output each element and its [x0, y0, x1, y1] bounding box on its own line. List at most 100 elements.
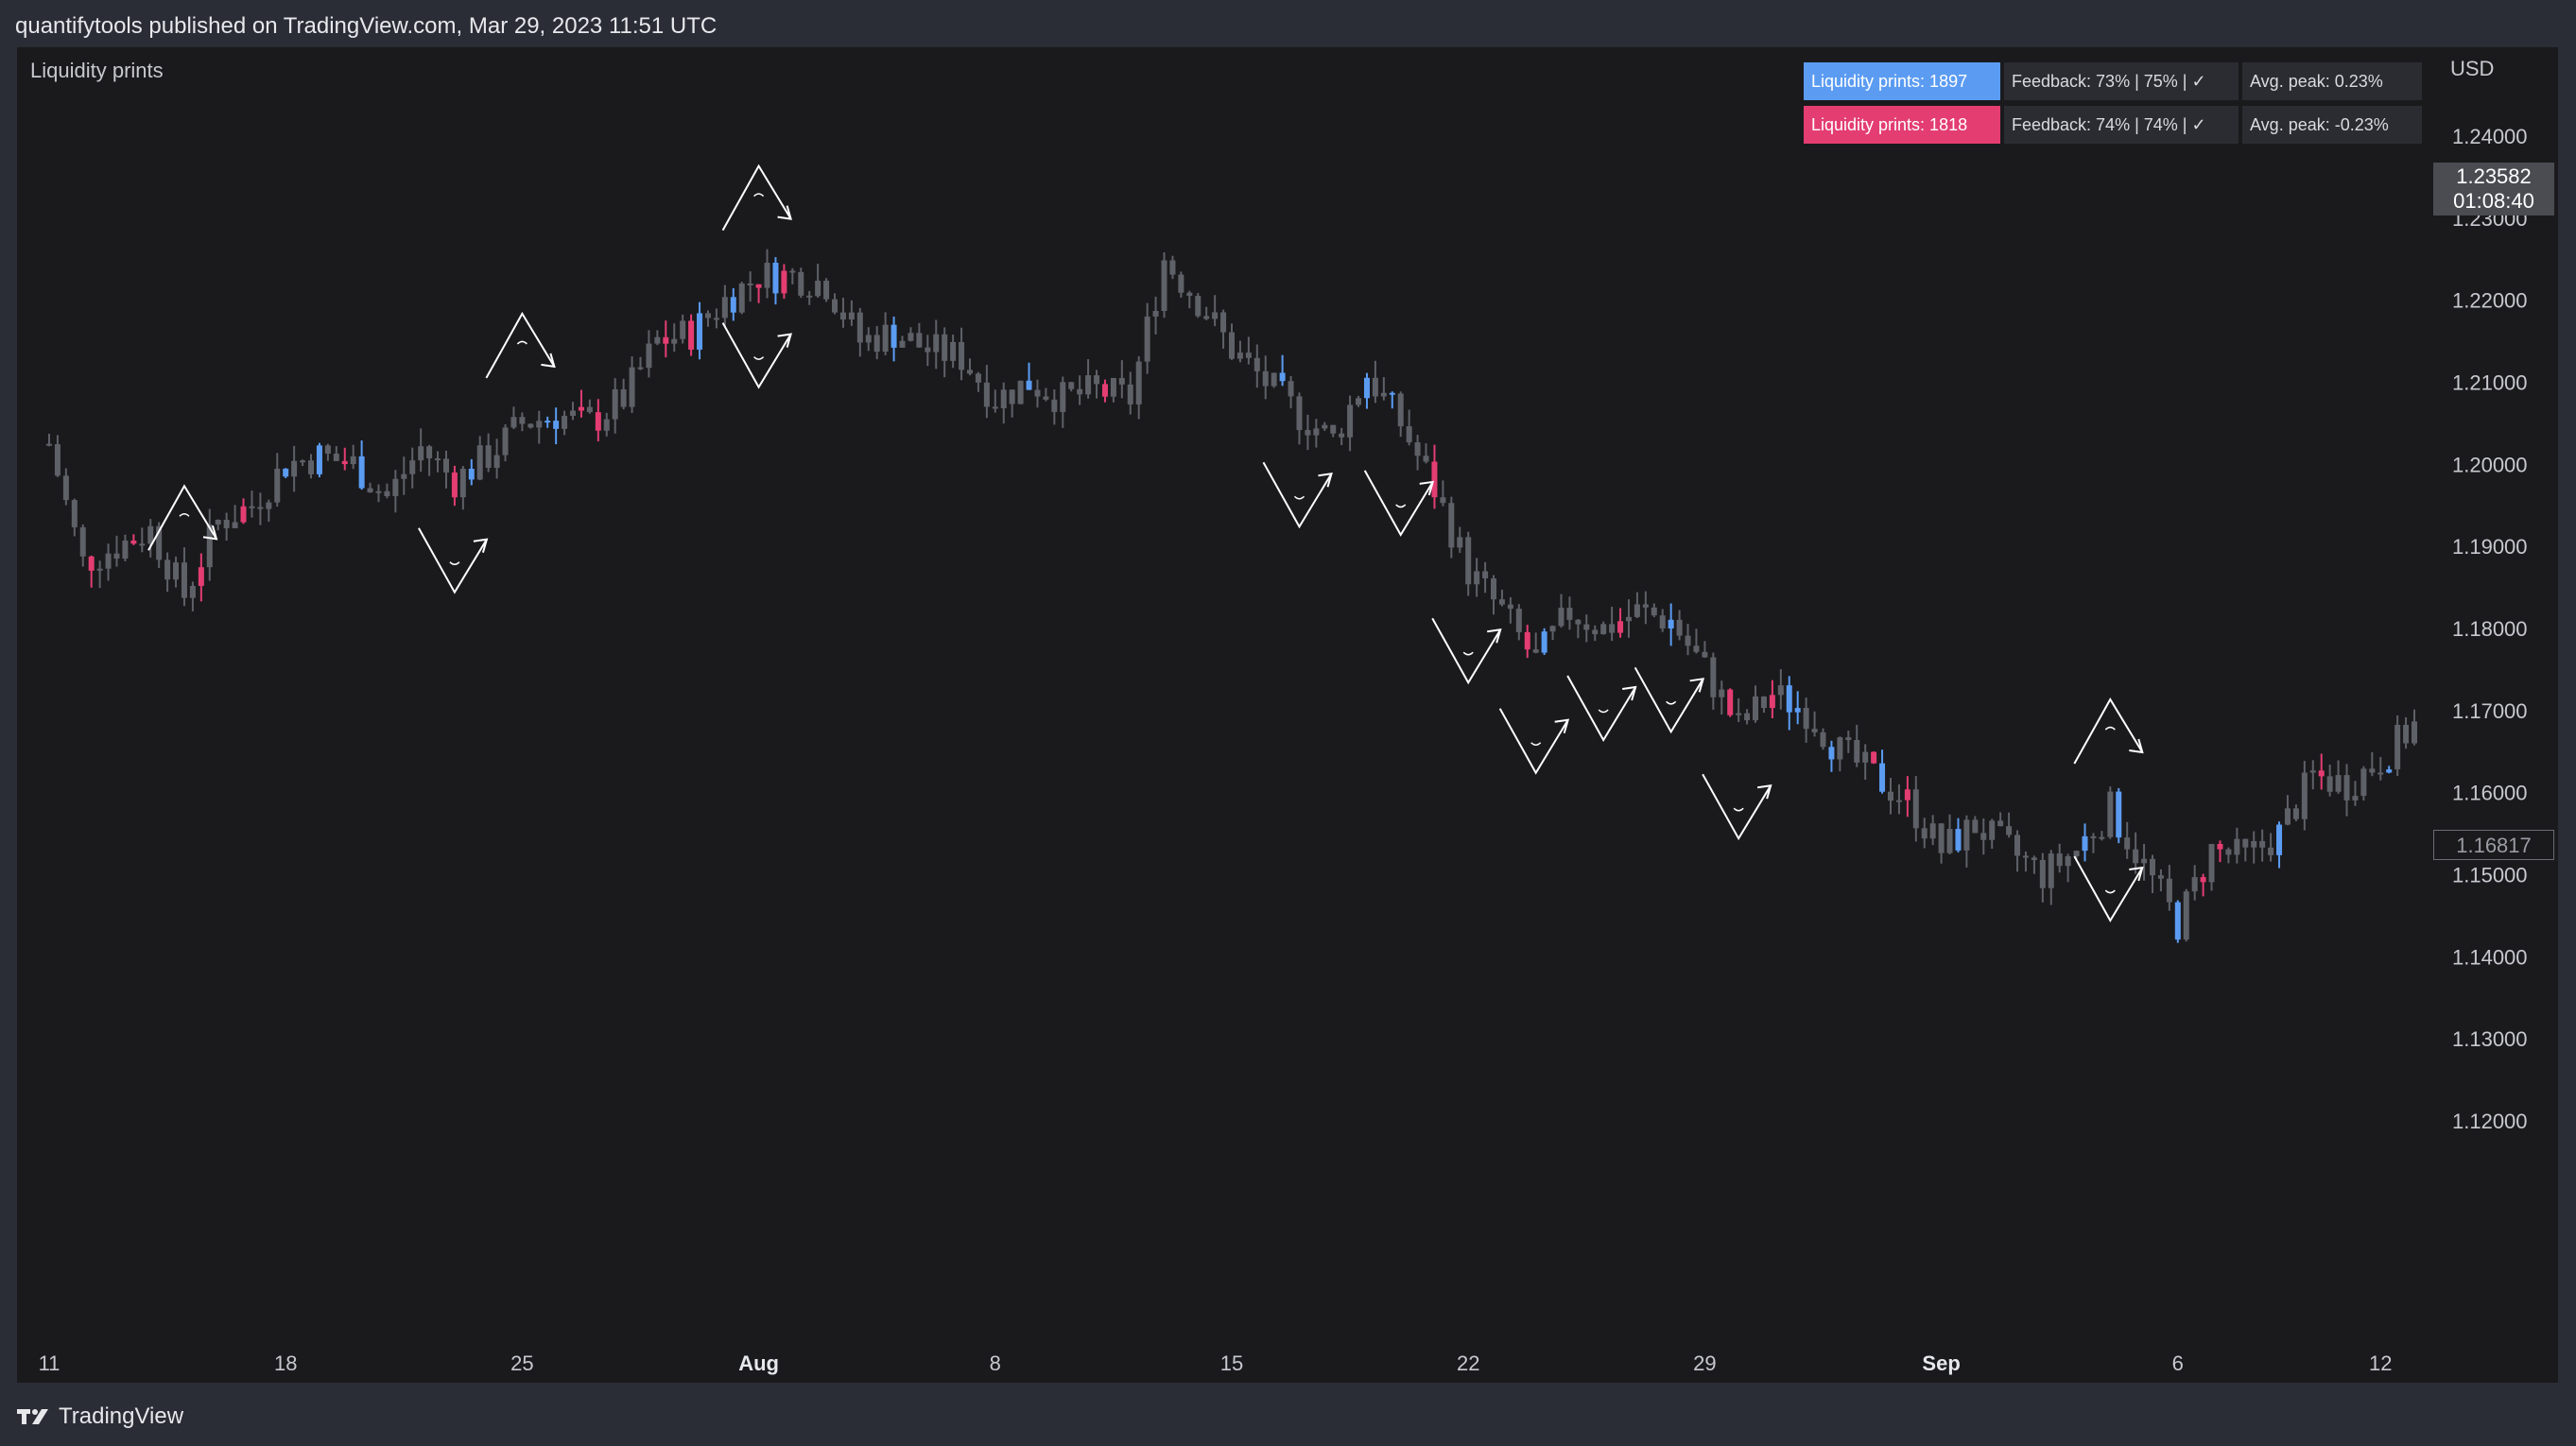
- candle-body: [2090, 835, 2097, 838]
- candle-body: [1583, 624, 1590, 630]
- candle-body: [730, 297, 736, 313]
- candle-body: [1118, 377, 1125, 385]
- candle-body: [2006, 826, 2013, 835]
- candle-body: [2234, 838, 2240, 855]
- top-pattern-arrow: [485, 311, 556, 379]
- candle-body: [2022, 855, 2029, 858]
- candle-body: [122, 540, 129, 559]
- price-tick-label: 1.15000: [2452, 864, 2528, 887]
- candle-body: [1236, 353, 1243, 359]
- candle-body: [1034, 389, 1041, 397]
- candle-body: [426, 446, 433, 458]
- bottom-pattern-arrow: [1363, 470, 1434, 537]
- candle-body: [595, 412, 601, 431]
- candle-body: [2107, 791, 2114, 837]
- price-axis: 1.240001.230001.220001.210001.200001.190…: [2452, 125, 2528, 1133]
- price-tick-label: 1.13000: [2452, 1027, 2528, 1051]
- candle-body: [1474, 571, 1480, 585]
- candle-body: [1753, 696, 1759, 721]
- candle-body: [502, 427, 509, 456]
- candle-body: [2014, 835, 2021, 856]
- bullish-feedback: Feedback: 74% | 74% | ✓: [2004, 106, 2239, 144]
- candle-body: [1938, 823, 1945, 853]
- candle-body: [1736, 713, 1742, 715]
- candle-body: [240, 506, 247, 523]
- candle-body: [1820, 732, 1826, 748]
- candle-body: [232, 522, 238, 528]
- candle-body: [527, 423, 534, 428]
- bottom-pattern-mark: [1598, 709, 1609, 714]
- candle-body: [856, 312, 863, 343]
- candle-body: [1347, 405, 1354, 438]
- candle-body: [882, 324, 889, 353]
- candle-body: [46, 443, 52, 446]
- candle-body: [1178, 274, 1184, 293]
- candle-body: [1110, 377, 1116, 397]
- candle-body: [545, 421, 551, 423]
- candle-body: [1085, 375, 1092, 395]
- candle-body: [1837, 737, 1843, 760]
- candle-body: [1144, 316, 1150, 362]
- candle-body: [333, 453, 339, 461]
- candle-body: [2268, 847, 2274, 855]
- candle-body: [2039, 859, 2046, 888]
- candle-body: [966, 370, 973, 374]
- candle-body: [2208, 843, 2215, 883]
- candlestick-chart[interactable]: 1.240001.230001.220001.210001.200001.190…: [17, 47, 2558, 1383]
- candle-body: [1305, 429, 1311, 436]
- candle-body: [392, 478, 399, 496]
- candle-body: [266, 502, 272, 509]
- candle-body: [1921, 828, 1928, 839]
- candle-body: [1659, 615, 1666, 628]
- candle-body: [1094, 375, 1100, 385]
- candle-body: [2352, 796, 2359, 800]
- candle-body: [1060, 382, 1066, 412]
- candle-body: [832, 299, 838, 313]
- candle-body: [341, 460, 348, 465]
- bottom-pattern-mark: [753, 356, 765, 360]
- price-tick-label: 1.18000: [2452, 617, 2528, 641]
- footer-brand[interactable]: TradingView: [17, 1401, 183, 1433]
- candle-body: [704, 313, 711, 318]
- candle-body: [401, 473, 407, 479]
- candle-body: [2217, 843, 2223, 850]
- candle-body: [2149, 858, 2155, 876]
- candle-body: [1592, 629, 1599, 635]
- top-pattern-arrowhead: [202, 525, 218, 541]
- bottom-pattern-arrow: [1431, 617, 1502, 685]
- candle-body: [1498, 599, 1505, 605]
- time-axis: 11 18 25 Aug 8 15 22 29 Sep 6 12: [39, 1351, 2393, 1375]
- candle-body: [1186, 292, 1193, 297]
- time-tick-label: Aug: [738, 1351, 779, 1375]
- chart-area[interactable]: 1.24000 1.23000 1.22000 1.21000 1.20000 1.190…: [17, 47, 2558, 1383]
- candle-body: [1549, 626, 1556, 632]
- candle-body: [350, 456, 356, 465]
- price-tick-label: 1.17000: [2452, 699, 2528, 723]
- candle-body: [1845, 737, 1852, 741]
- candle-body: [1457, 537, 1463, 548]
- candle-body: [2183, 891, 2189, 940]
- candle-body: [1380, 392, 1387, 397]
- price-tick-label: 1.21000: [2452, 371, 2528, 395]
- bottom-pattern-arrow: [1262, 461, 1333, 529]
- candle-body: [738, 283, 745, 313]
- candles-layer: [46, 249, 2417, 943]
- candle-body: [2326, 776, 2333, 792]
- candle-body: [147, 525, 154, 544]
- candle-body: [772, 263, 779, 294]
- candle-body: [1253, 357, 1260, 371]
- candle-body: [164, 559, 171, 580]
- tradingview-logo-icon: [17, 1407, 51, 1426]
- time-tick-label: 18: [274, 1351, 297, 1375]
- last-price-label: 1.23582 01:08:40: [2433, 163, 2554, 215]
- candle-body: [2301, 772, 2308, 819]
- bearish-prints-count: Liquidity prints: 1897: [1804, 62, 2000, 100]
- candle-body: [1980, 833, 1987, 840]
- candle-body: [823, 281, 830, 300]
- bottom-pattern-arrow: [1702, 773, 1772, 841]
- candle-body: [2225, 849, 2232, 855]
- candle-body: [798, 271, 804, 296]
- price-tick-label: 1.24000: [2452, 125, 2528, 148]
- candle-body: [198, 567, 204, 586]
- candle-body: [1051, 399, 1058, 412]
